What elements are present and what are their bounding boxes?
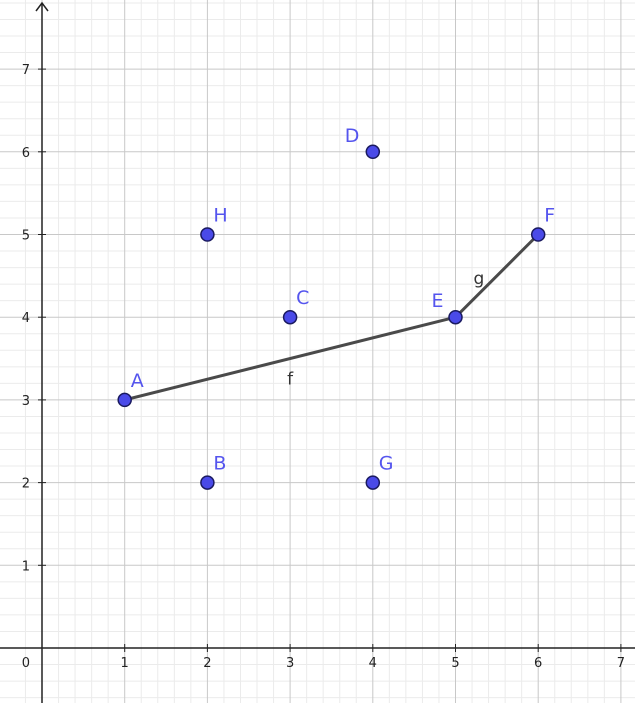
- segment-g[interactable]: [454, 233, 540, 319]
- x-tick-label: 3: [286, 656, 294, 671]
- point-label-B: B: [213, 453, 226, 475]
- segment-labels: fg: [287, 269, 484, 390]
- point-F[interactable]: [530, 227, 546, 242]
- point-A[interactable]: [117, 392, 132, 408]
- y-tick-label: 2: [22, 477, 30, 492]
- point-E[interactable]: [448, 309, 463, 325]
- y-tick-label: 5: [22, 229, 30, 244]
- point-labels: A B C D E F G H: [131, 125, 555, 475]
- y-tick-label: 3: [22, 394, 30, 409]
- y-axis-arrow: [35, 1, 49, 12]
- x-tick-label: 0: [22, 656, 30, 671]
- y-tick-label: 6: [22, 146, 30, 161]
- x-tick-label: 4: [369, 656, 377, 671]
- segment-label-g: g: [473, 269, 484, 289]
- x-tick-label: 2: [203, 656, 211, 671]
- segment-f[interactable]: [123, 315, 457, 402]
- point-label-A: A: [131, 370, 144, 392]
- point-C[interactable]: [282, 309, 298, 325]
- point-H[interactable]: [200, 227, 215, 242]
- point-label-G: G: [379, 453, 394, 475]
- x-tick-label: 1: [121, 656, 129, 671]
- point-G[interactable]: [365, 475, 381, 490]
- y-tick-label: 7: [22, 63, 30, 78]
- point-label-D: D: [345, 125, 360, 147]
- point-B[interactable]: [200, 475, 215, 490]
- point-label-H: H: [213, 205, 227, 227]
- point-label-C: C: [296, 287, 309, 309]
- point-D[interactable]: [365, 144, 381, 160]
- x-tick-label: 6: [534, 656, 542, 671]
- points: [117, 144, 546, 490]
- x-tick-label: 5: [451, 656, 459, 671]
- point-label-E: E: [432, 290, 444, 312]
- x-tick-label: 7: [617, 656, 625, 671]
- y-tick-label: 4: [22, 311, 30, 326]
- segment-label-f: f: [287, 370, 294, 390]
- point-label-F: F: [544, 205, 555, 227]
- y-tick-label: 1: [22, 559, 30, 574]
- tick-labels: 0 1 2 3 4 5 6 7 1 2 3 4 5 6 7: [22, 63, 625, 671]
- segments: [123, 233, 540, 402]
